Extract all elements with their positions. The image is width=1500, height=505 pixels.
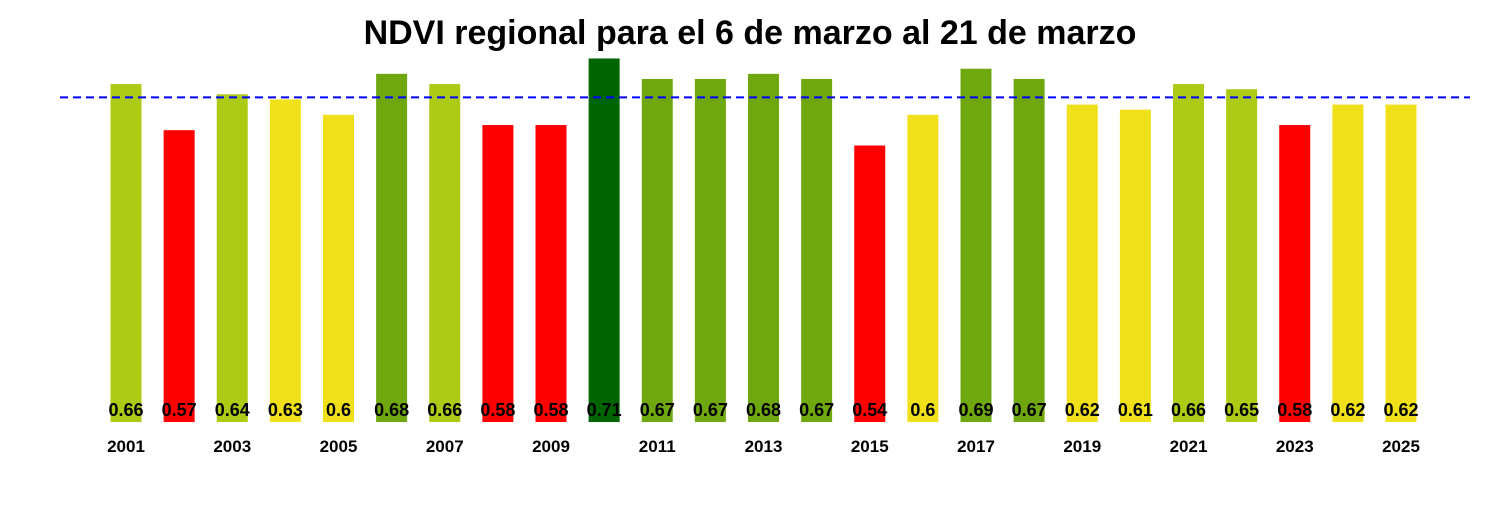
- bar-2010: [588, 58, 620, 422]
- data-label-2002: 0.57: [162, 400, 197, 420]
- bar-2011: [641, 78, 673, 423]
- bar-2013: [748, 73, 779, 422]
- bar-2014: [801, 78, 833, 423]
- data-label-2021: 0.66: [1171, 400, 1206, 420]
- x-tick-label-2021: 2021: [1170, 437, 1208, 456]
- data-label-2010: 0.71: [587, 400, 622, 420]
- bar-2003: [216, 94, 248, 422]
- bar-2006: [376, 73, 408, 422]
- data-label-2023: 0.58: [1277, 400, 1312, 420]
- bar-2019: [1066, 104, 1098, 422]
- x-tick-label-2005: 2005: [320, 437, 358, 456]
- bar-2008: [482, 125, 514, 422]
- x-tick-label-2025: 2025: [1382, 437, 1420, 456]
- data-label-2017: 0.69: [958, 400, 993, 420]
- data-label-2013: 0.68: [746, 400, 781, 420]
- bar-2024: [1332, 104, 1364, 422]
- x-tick-label-2017: 2017: [957, 437, 995, 456]
- bar-2016: [907, 114, 939, 423]
- x-tick-label-2023: 2023: [1276, 437, 1314, 456]
- data-label-2001: 0.66: [108, 400, 143, 420]
- bar-2018: [1013, 78, 1045, 423]
- data-label-2006: 0.68: [374, 400, 409, 420]
- data-label-2004: 0.63: [268, 400, 303, 420]
- data-label-2014: 0.67: [799, 400, 834, 420]
- data-label-2016: 0.6: [910, 400, 935, 420]
- data-label-2008: 0.58: [480, 400, 515, 420]
- chart-title: NDVI regional para el 6 de marzo al 21 d…: [364, 14, 1137, 52]
- bar-2023: [1279, 125, 1311, 422]
- bar-2020: [1119, 109, 1151, 423]
- bar-2004: [269, 99, 301, 422]
- x-tick-label-2001: 2001: [107, 437, 145, 456]
- data-label-2005: 0.6: [326, 400, 351, 420]
- data-label-2007: 0.66: [427, 400, 462, 420]
- x-tick-label-2013: 2013: [745, 437, 783, 456]
- bar-2007: [429, 84, 461, 422]
- bar-2021: [1173, 84, 1204, 422]
- data-label-2012: 0.67: [693, 400, 728, 420]
- data-label-2009: 0.58: [533, 400, 568, 420]
- x-tick-label-2009: 2009: [532, 437, 570, 456]
- bar-2002: [163, 130, 195, 422]
- bar-2012: [694, 78, 726, 423]
- data-label-2024: 0.62: [1330, 400, 1365, 420]
- x-tick-label-2007: 2007: [426, 437, 464, 456]
- data-label-2020: 0.61: [1118, 400, 1153, 420]
- bar-2017: [960, 68, 992, 422]
- bar-2001: [110, 84, 142, 422]
- bar-2022: [1226, 89, 1258, 422]
- data-label-2019: 0.62: [1065, 400, 1100, 420]
- data-label-2025: 0.62: [1383, 400, 1418, 420]
- bar-2025: [1385, 104, 1417, 422]
- bar-2005: [323, 114, 354, 423]
- bar-2009: [535, 125, 567, 422]
- data-label-2015: 0.54: [852, 400, 887, 420]
- data-label-2011: 0.67: [640, 400, 675, 420]
- x-tick-label-2003: 2003: [213, 437, 251, 456]
- data-label-2003: 0.64: [215, 400, 250, 420]
- x-tick-label-2019: 2019: [1063, 437, 1101, 456]
- x-tick-label-2015: 2015: [851, 437, 889, 456]
- x-tick-label-2011: 2011: [639, 437, 676, 456]
- data-label-2022: 0.65: [1224, 400, 1259, 420]
- bar-2015: [854, 145, 886, 422]
- data-label-2018: 0.67: [1012, 400, 1047, 420]
